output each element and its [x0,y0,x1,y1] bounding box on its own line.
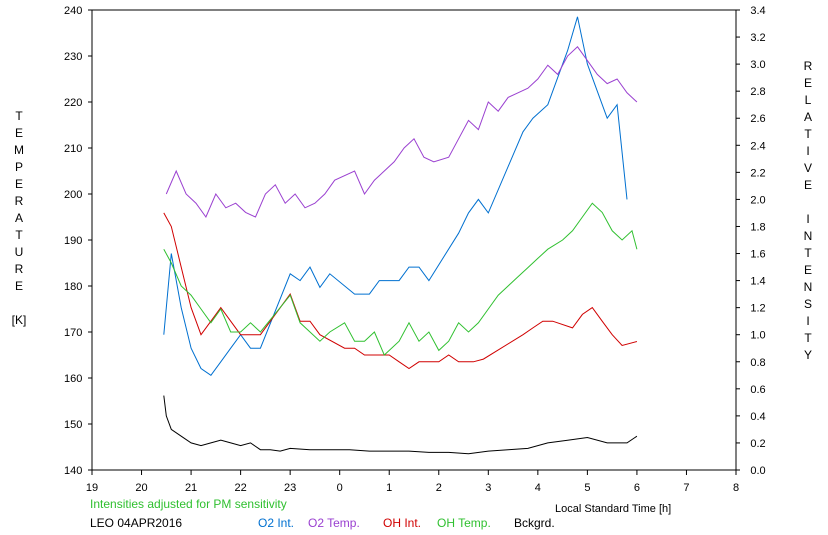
axis-label-letter: T [804,331,812,345]
left-tick-label: 210 [64,143,82,155]
left-tick-label: 150 [64,419,82,431]
right-tick-label: 3.2 [750,32,765,44]
axis-label-letter: I [806,144,809,158]
x-tick-label: 8 [733,482,739,494]
axis-label-letter: L [805,93,812,107]
station-date: LEO 04APR2016 [90,516,182,530]
x-tick-label: 6 [634,482,640,494]
right-tick-label: 1.2 [750,303,765,315]
right-tick-label: 0.8 [750,357,765,369]
axis-label-letter: N [804,280,813,294]
axis-label-letter: N [804,229,813,243]
x-tick-label: 5 [584,482,590,494]
right-tick-label: 0.4 [750,411,765,423]
x-tick-label: 20 [135,482,147,494]
axis-label-letter: T [15,228,23,242]
axis-label-letter: E [804,76,812,90]
axis-label-letter: V [804,161,812,175]
x-tick-label: 23 [284,482,296,494]
x-tick-label: 22 [234,482,246,494]
left-tick-label: 170 [64,327,82,339]
left-tick-label: 230 [64,51,82,63]
x-tick-label: 4 [535,482,541,494]
left-tick-label: 190 [64,235,82,247]
right-tick-label: 0.0 [750,465,765,477]
x-tick-label: 21 [185,482,197,494]
left-tick-label: 220 [64,97,82,109]
note-text: Intensities adjusted for PM sensitivity [90,497,287,511]
right-tick-label: 2.4 [750,140,765,152]
axis-label-letter: E [804,178,812,192]
axis-label-letter: T [804,127,812,141]
x-tick-label: 2 [436,482,442,494]
axis-label-letter: R [15,194,24,208]
axis-label-letter: E [15,177,23,191]
axis-label-letter: E [804,263,812,277]
axis-label-letter: M [14,143,24,157]
series-oh-temp-line [163,202,638,356]
axis-label-letter: E [15,279,23,293]
right-tick-label: 2.8 [750,86,765,98]
series-bckgrd-line [163,395,638,455]
x-tick-label: 7 [683,482,689,494]
x-axis-label: Local Standard Time [h] [555,503,671,515]
legend-oh-temp: OH Temp. [437,516,491,530]
axis-label-letter: R [15,262,24,276]
axis-label-letter: U [15,245,24,259]
legend-o2-int: O2 Int. [258,516,294,530]
right-tick-label: 1.0 [750,330,765,342]
right-tick-label: 1.6 [750,249,765,261]
axis-label-letter: Y [804,348,812,362]
axis-label-letter: E [15,126,23,140]
series-layer [163,16,638,455]
x-tick-label: 0 [337,482,343,494]
legend-bckgrd: Bckgrd. [514,516,555,530]
right-axis-ticks: 0.0 0.2 0.4 0.6 0.8 1.0 1.2 1.4 1.6 1.8 2.0 2.2 2.4 2… [736,5,766,477]
axis-label-letter: I [806,212,809,226]
plot-frame [91,9,737,471]
plot-border [91,9,737,471]
axis-label-letter: I [806,314,809,328]
left-tick-label: 200 [64,189,82,201]
axis-label-letter: A [15,211,23,225]
right-tick-label: 2.2 [750,167,765,179]
axis-label-letter: S [804,297,812,311]
x-tick-label: 1 [386,482,392,494]
right-tick-label: 2.6 [750,113,765,125]
legend-oh-int: OH Int. [383,516,421,530]
axis-label-letter: A [804,110,812,124]
right-tick-label: 0.2 [750,438,765,450]
right-tick-label: 1.8 [750,221,765,233]
right-tick-label: 1.4 [750,276,765,288]
left-tick-label: 140 [64,465,82,477]
right-tick-label: 0.6 [750,384,765,396]
legend-o2-temp: O2 Temp. [308,516,360,530]
x-tick-label: 3 [485,482,491,494]
left-axis-ticks: 140 150 160 170 180 190 200 210 220 230 240 [64,5,92,477]
right-tick-label: 2.0 [750,194,765,206]
series-oh-int-line [163,212,638,370]
axis-label-letter: T [804,246,812,260]
x-axis-ticks: 19 20 21 22 23 0 1 2 3 4 5 6 7 8 [86,470,739,494]
left-tick-label: 180 [64,281,82,293]
axis-label-letter: R [804,59,813,73]
right-tick-label: 3.0 [750,59,765,71]
left-tick-label: 240 [64,5,82,17]
series-o2-temp-line [165,46,638,219]
x-tick-label: 19 [86,482,98,494]
axis-label-letter: T [15,109,23,123]
right-tick-label: 3.4 [750,5,765,17]
series-o2-int-line [163,16,628,376]
axis-label-letter: P [15,160,23,174]
axis-unit: [K] [12,313,27,327]
left-tick-label: 160 [64,373,82,385]
